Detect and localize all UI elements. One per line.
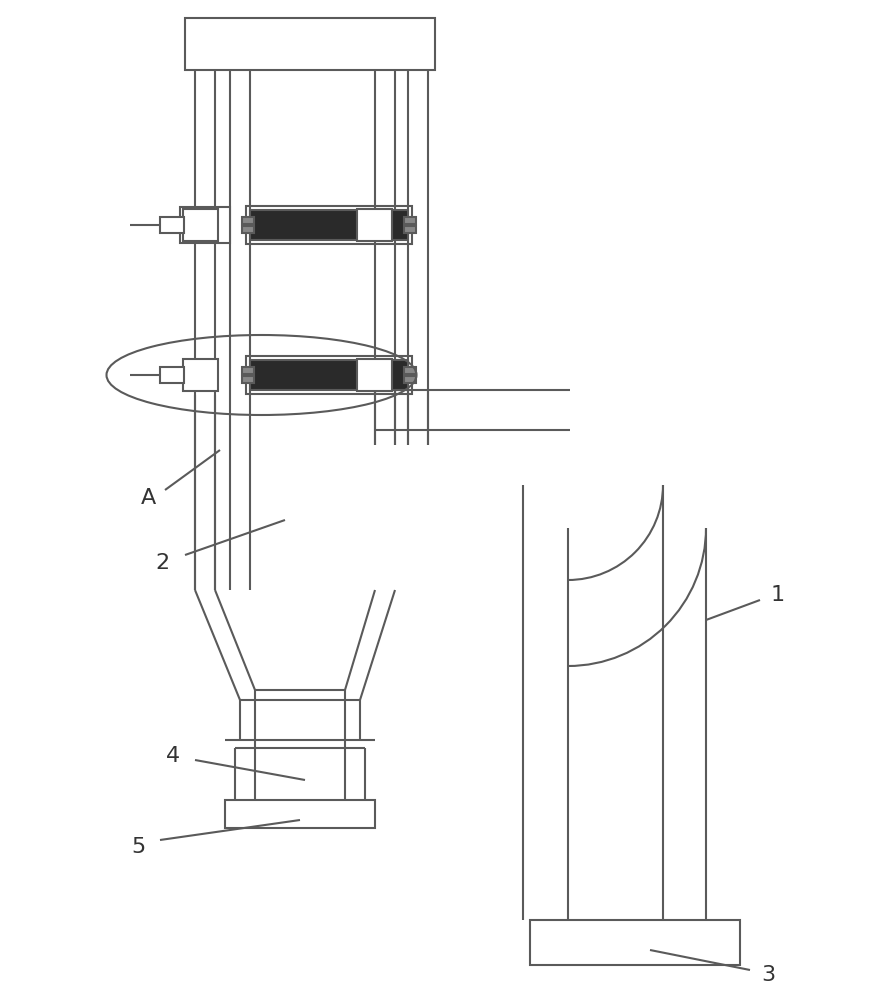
Text: 2: 2: [155, 553, 169, 573]
Text: A: A: [140, 488, 156, 508]
Bar: [250, 360, 408, 390]
Text: 3: 3: [761, 965, 775, 985]
Bar: [225, 800, 375, 828]
Bar: [246, 356, 412, 394]
Bar: [185, 18, 435, 70]
Bar: [242, 367, 254, 374]
Bar: [250, 210, 408, 240]
Bar: [357, 209, 392, 241]
Bar: [242, 226, 254, 233]
Bar: [246, 206, 412, 244]
Bar: [404, 367, 416, 374]
Text: 4: 4: [166, 746, 180, 766]
Bar: [160, 217, 184, 233]
Bar: [183, 209, 218, 241]
Bar: [404, 376, 416, 383]
Bar: [530, 920, 740, 965]
Bar: [242, 376, 254, 383]
Bar: [404, 226, 416, 233]
Bar: [242, 217, 254, 224]
Bar: [183, 359, 218, 391]
Bar: [160, 367, 184, 383]
Text: 5: 5: [131, 837, 145, 857]
Bar: [357, 359, 392, 391]
Bar: [180, 207, 230, 243]
Text: 1: 1: [771, 585, 785, 605]
Bar: [404, 217, 416, 224]
